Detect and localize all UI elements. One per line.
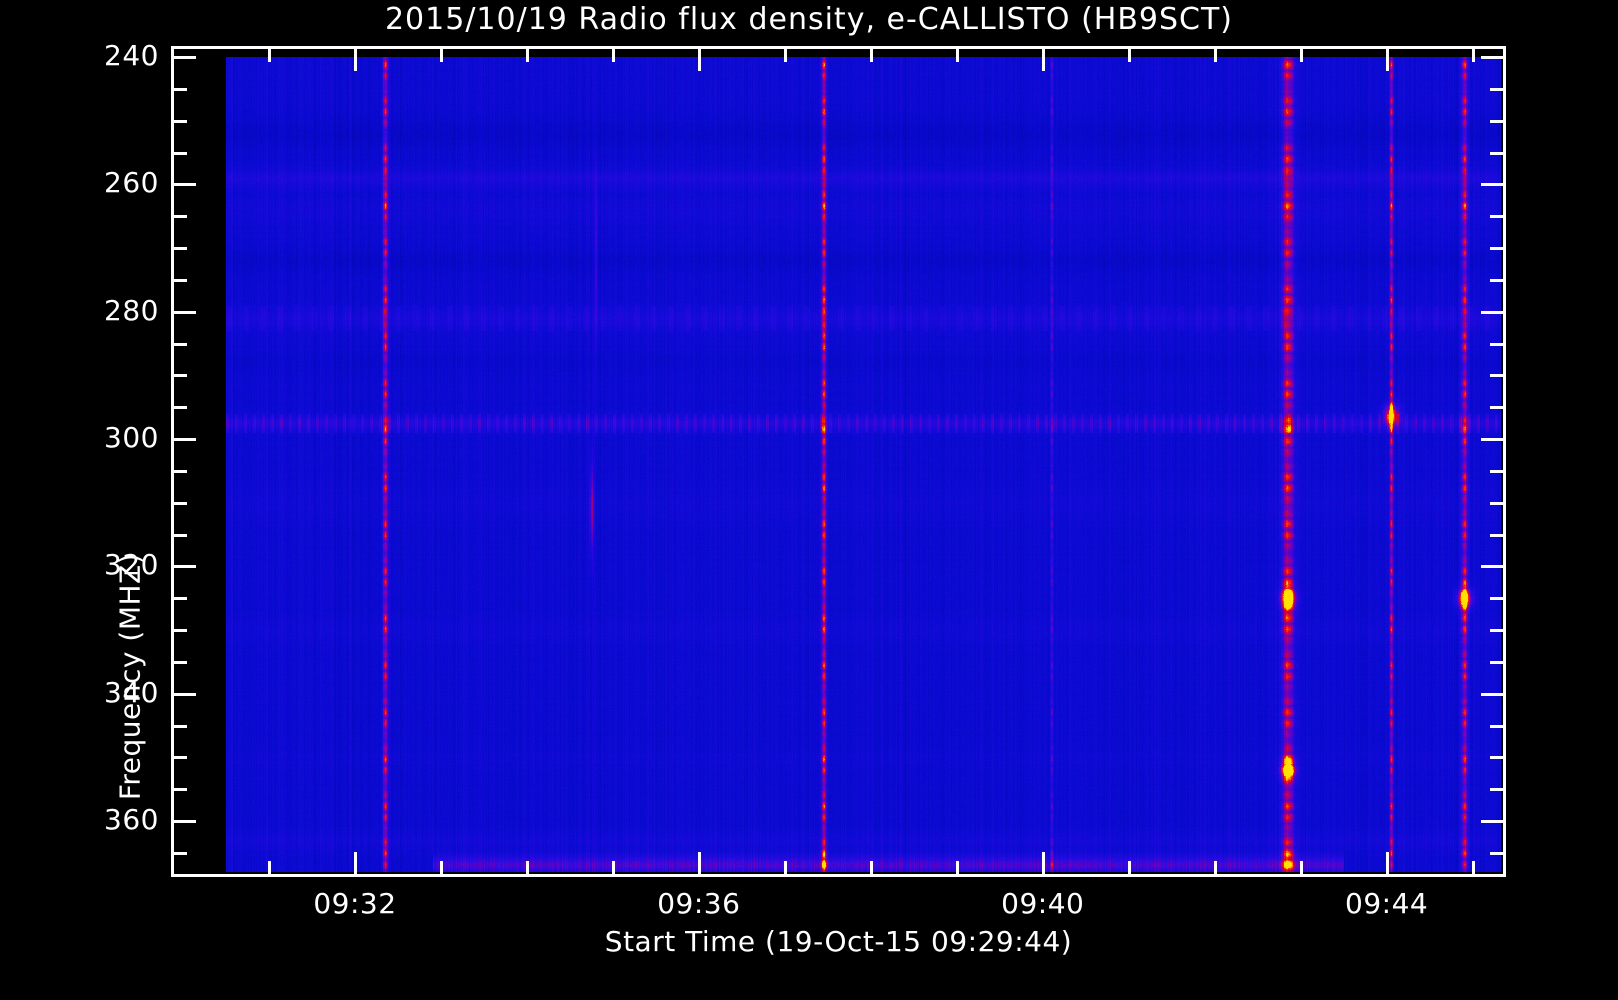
y-tick-label-280: 280	[104, 293, 159, 327]
figure-title: 2015/10/19 Radio flux density, e-CALLIST…	[384, 2, 1234, 37]
x-major-tick-top-44	[1386, 49, 1389, 71]
y-minor-tick-310	[174, 502, 187, 505]
y-minor-tick-295	[174, 406, 187, 409]
x-major-tick-44	[1386, 852, 1389, 874]
y-minor-tick-255	[174, 152, 187, 155]
x-minor-tick-top-45	[1472, 49, 1475, 62]
y-minor-tick-right-355	[1490, 788, 1503, 791]
y-tick-label-260: 260	[104, 166, 159, 200]
x-tick-label-09-40: 09:40	[1001, 887, 1085, 920]
y-minor-tick-285	[174, 343, 187, 346]
x-major-tick-top-32	[354, 49, 357, 71]
y-major-tick-320	[174, 565, 196, 568]
spectrogram-image	[226, 57, 1501, 872]
y-minor-tick-265	[174, 215, 187, 218]
x-major-tick-32	[354, 852, 357, 874]
y-tick-label-320: 320	[104, 548, 159, 582]
y-tick-label-340: 340	[104, 675, 159, 709]
x-minor-tick-top-42	[1214, 49, 1217, 62]
x-minor-tick-45	[1472, 861, 1475, 874]
x-minor-tick-42	[1214, 861, 1217, 874]
y-tick-label-360: 360	[104, 803, 159, 837]
y-minor-tick-right-275	[1490, 279, 1503, 282]
y-major-tick-right-300	[1481, 438, 1503, 441]
y-tick-label-240: 240	[104, 39, 159, 72]
y-minor-tick-right-325	[1490, 597, 1503, 600]
y-major-tick-260	[174, 183, 196, 186]
y-minor-tick-250	[174, 120, 187, 123]
y-major-tick-280	[174, 311, 196, 314]
y-minor-tick-365	[174, 852, 187, 855]
y-major-tick-right-360	[1481, 820, 1503, 823]
y-minor-tick-345	[174, 725, 187, 728]
x-minor-tick-33	[440, 861, 443, 874]
y-tick-label-300: 300	[104, 421, 159, 455]
x-major-tick-top-40	[1042, 49, 1045, 71]
x-minor-tick-top-34	[526, 49, 529, 62]
x-minor-tick-top-38	[870, 49, 873, 62]
x-axis-title: Start Time (19-Oct-15 09:29:44)	[604, 925, 1073, 958]
y-minor-tick-330	[174, 629, 187, 632]
x-tick-label-09-36: 09:36	[657, 887, 741, 920]
x-minor-tick-top-35	[612, 49, 615, 62]
y-major-tick-right-280	[1481, 311, 1503, 314]
y-minor-tick-355	[174, 788, 187, 791]
y-major-tick-300	[174, 438, 196, 441]
x-tick-label-09-44: 09:44	[1345, 887, 1429, 920]
y-minor-tick-right-285	[1490, 343, 1503, 346]
y-minor-tick-right-305	[1490, 470, 1503, 473]
x-major-tick-36	[698, 852, 701, 874]
y-minor-tick-right-290	[1490, 374, 1503, 377]
y-minor-tick-right-265	[1490, 215, 1503, 218]
y-minor-tick-right-255	[1490, 152, 1503, 155]
x-minor-tick-38	[870, 861, 873, 874]
y-minor-tick-325	[174, 597, 187, 600]
y-minor-tick-245	[174, 88, 187, 91]
y-minor-tick-315	[174, 534, 187, 537]
x-minor-tick-top-31	[268, 49, 271, 62]
x-minor-tick-41	[1128, 861, 1131, 874]
x-minor-tick-top-39	[956, 49, 959, 62]
y-minor-tick-right-345	[1490, 725, 1503, 728]
y-major-tick-right-240	[1481, 56, 1503, 59]
spectrogram-canvas	[226, 57, 1501, 872]
y-major-tick-340	[174, 693, 196, 696]
y-major-tick-right-340	[1481, 693, 1503, 696]
x-major-tick-top-36	[698, 49, 701, 71]
y-major-tick-right-320	[1481, 565, 1503, 568]
x-minor-tick-31	[268, 861, 271, 874]
y-minor-tick-right-330	[1490, 629, 1503, 632]
y-minor-tick-305	[174, 470, 187, 473]
y-minor-tick-270	[174, 247, 187, 250]
y-minor-tick-335	[174, 661, 187, 664]
y-minor-tick-right-245	[1490, 88, 1503, 91]
y-minor-tick-275	[174, 279, 187, 282]
x-minor-tick-35	[612, 861, 615, 874]
x-minor-tick-43	[1300, 861, 1303, 874]
y-minor-tick-right-315	[1490, 534, 1503, 537]
y-minor-tick-right-310	[1490, 502, 1503, 505]
x-minor-tick-37	[784, 861, 787, 874]
y-major-tick-240	[174, 56, 196, 59]
x-minor-tick-39	[956, 861, 959, 874]
x-minor-tick-top-33	[440, 49, 443, 62]
y-minor-tick-290	[174, 374, 187, 377]
y-major-tick-right-260	[1481, 183, 1503, 186]
y-minor-tick-right-365	[1490, 852, 1503, 855]
x-minor-tick-top-43	[1300, 49, 1303, 62]
x-minor-tick-top-37	[784, 49, 787, 62]
y-minor-tick-right-295	[1490, 406, 1503, 409]
x-major-tick-40	[1042, 852, 1045, 874]
y-minor-tick-350	[174, 756, 187, 759]
y-minor-tick-right-270	[1490, 247, 1503, 250]
x-minor-tick-top-41	[1128, 49, 1131, 62]
y-minor-tick-right-250	[1490, 120, 1503, 123]
y-minor-tick-right-335	[1490, 661, 1503, 664]
x-tick-label-09-32: 09:32	[313, 887, 397, 920]
y-major-tick-360	[174, 820, 196, 823]
y-minor-tick-right-350	[1490, 756, 1503, 759]
x-minor-tick-34	[526, 861, 529, 874]
